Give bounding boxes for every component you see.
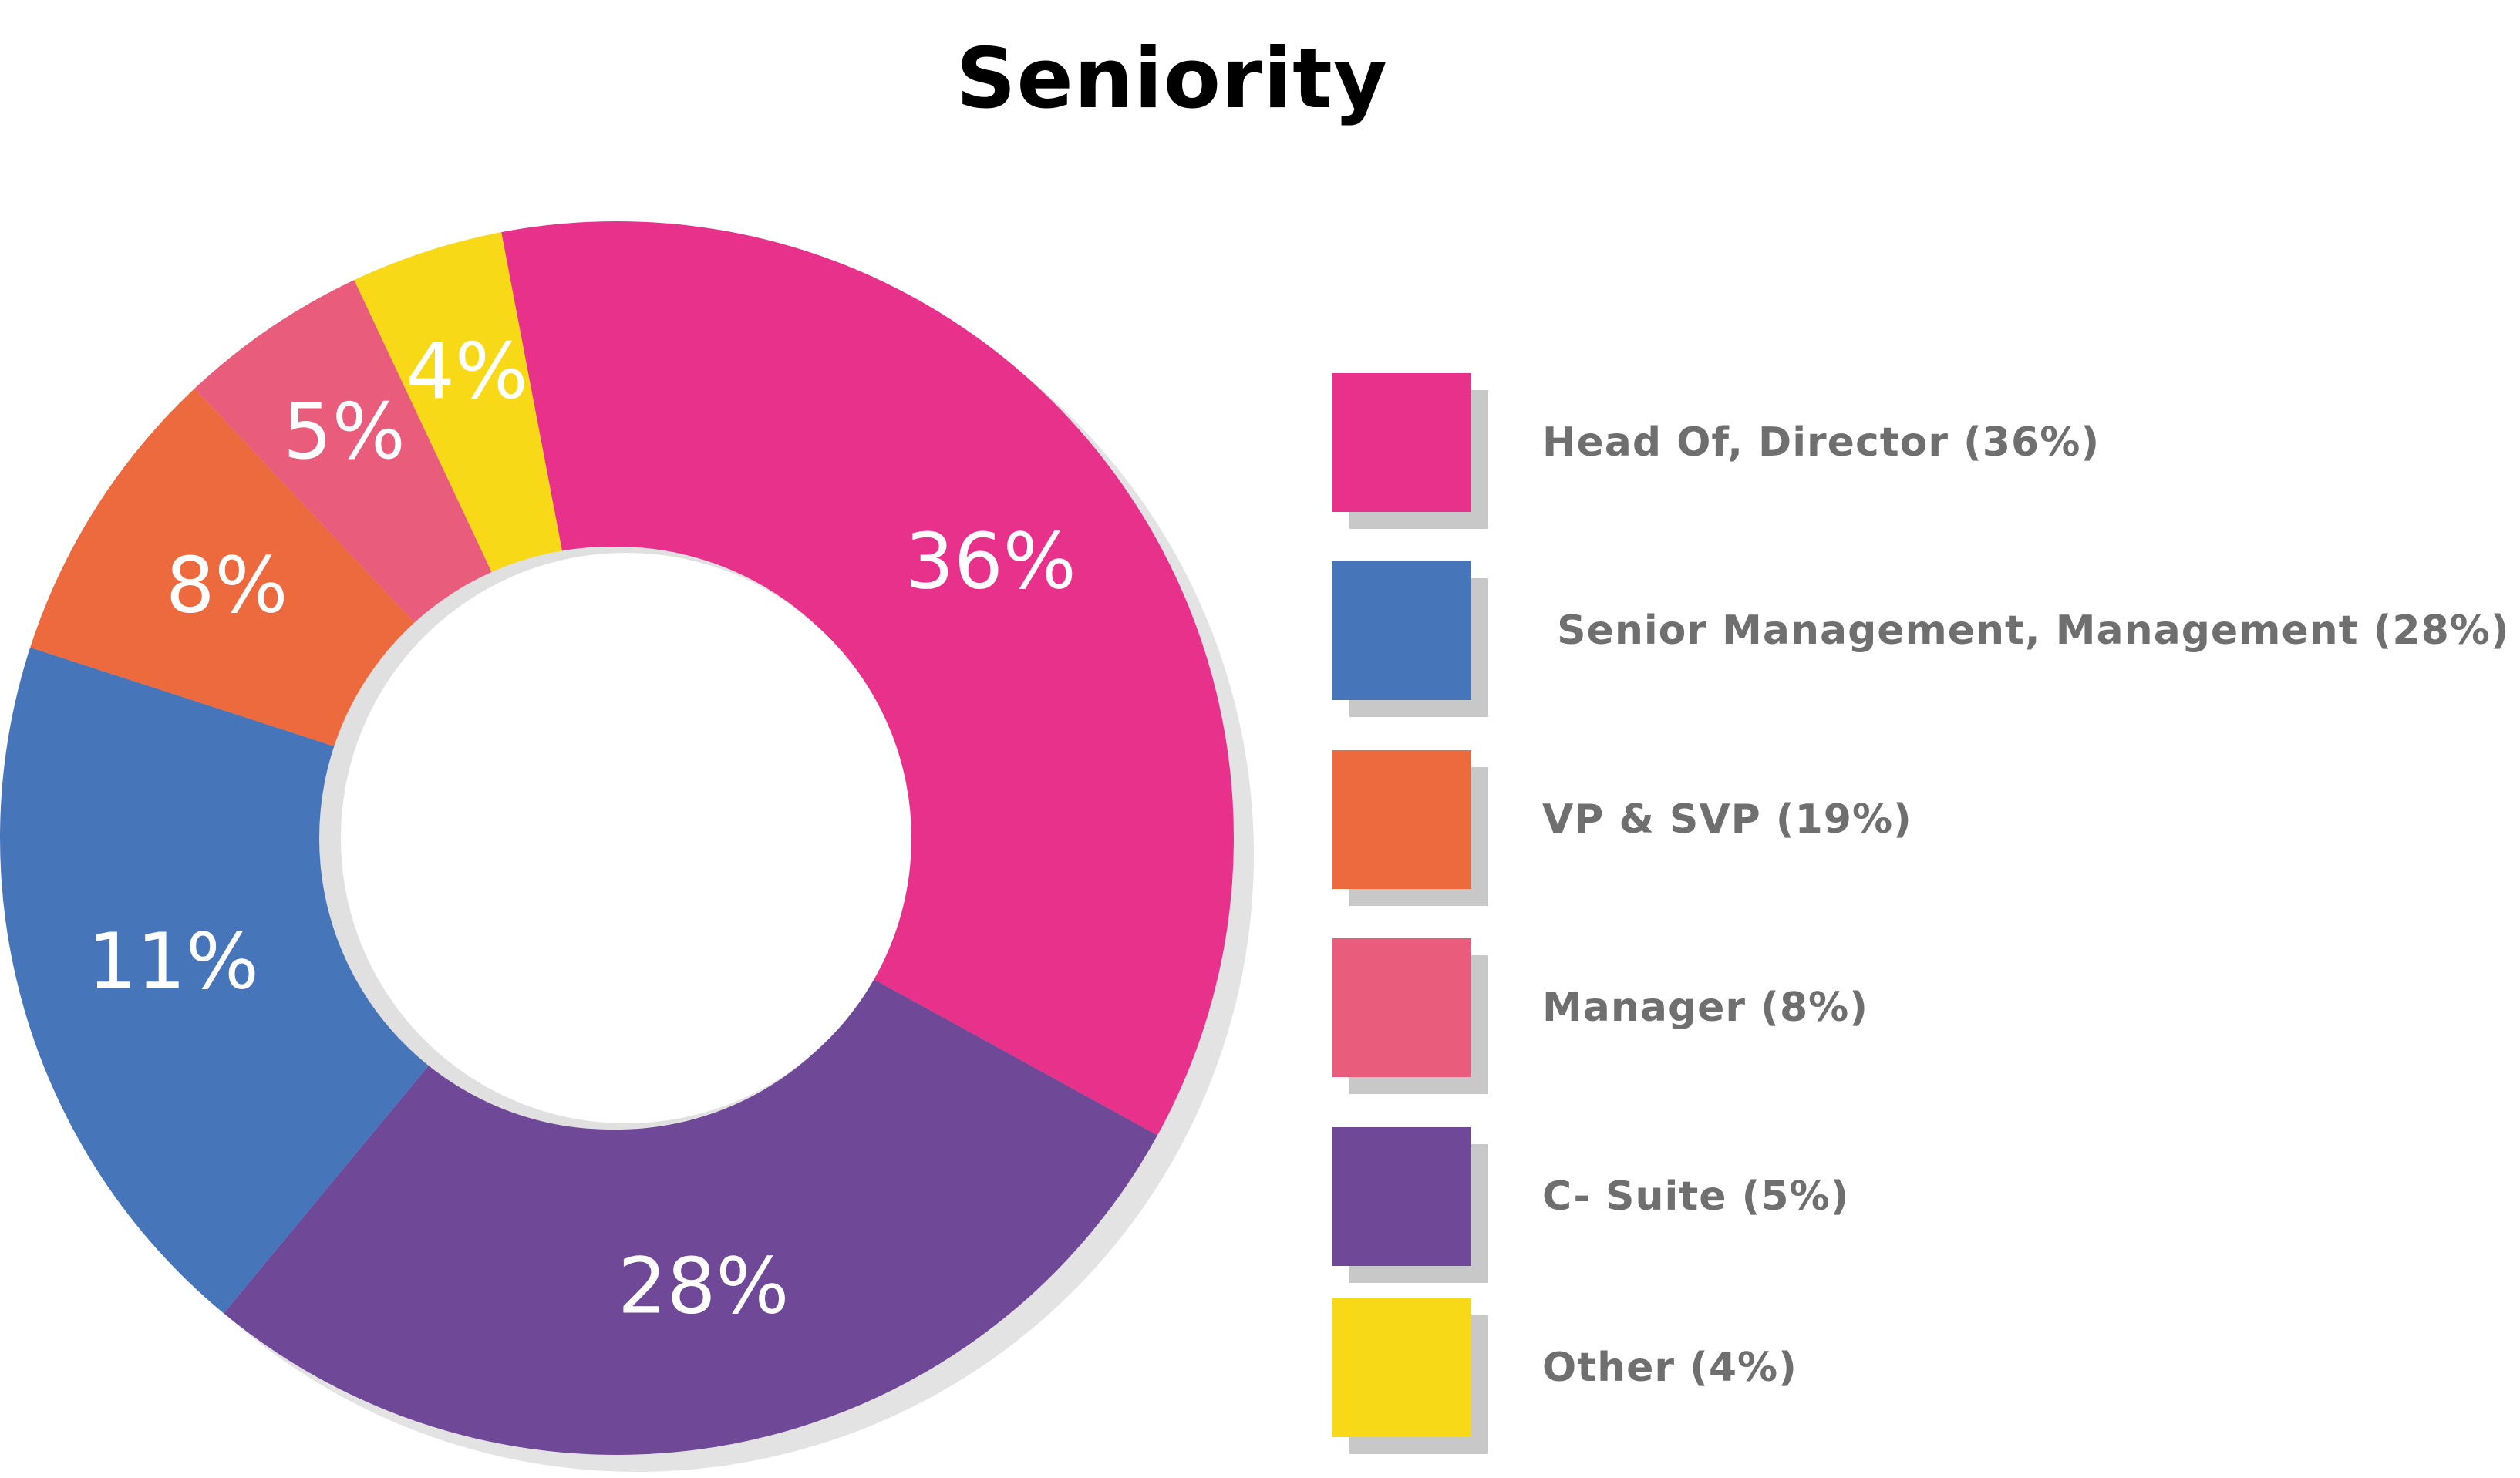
- legend-label: Manager (8%): [1542, 985, 1868, 1031]
- legend-swatch: [1332, 373, 1471, 512]
- legend-swatch: [1332, 938, 1471, 1077]
- pie-slice-1: [501, 221, 1234, 1136]
- pie-slice-5: [194, 280, 494, 626]
- slice-label-4: 8%: [166, 540, 288, 630]
- legend-label: Head Of, Director (36%): [1542, 419, 2101, 466]
- pie-slice-6: [354, 232, 563, 574]
- pie-slice-4: [30, 388, 418, 749]
- legend-item: Manager (8%): [1332, 938, 2520, 1077]
- slice-label-1: 36%: [905, 516, 1076, 606]
- slice-label-2: 28%: [618, 1241, 789, 1332]
- legend-swatch: [1332, 561, 1471, 700]
- legend-swatch: [1332, 750, 1471, 889]
- legend-label: C- Suite (5%): [1542, 1173, 1850, 1220]
- donut-hole: [341, 553, 911, 1123]
- legend-item: Head Of, Director (36%): [1332, 373, 2520, 512]
- legend-label: Senior Management, Management (28%): [1542, 608, 2510, 654]
- slice-label-3: 11%: [88, 916, 259, 1006]
- legend-item: VP & SVP (19%): [1332, 750, 2520, 889]
- legend-item: Other (4%): [1332, 1298, 2520, 1437]
- pie-slice-2: [224, 978, 1158, 1455]
- legend-swatch: [1332, 1298, 1471, 1437]
- slice-label-5: 5%: [283, 386, 406, 476]
- slice-label-6: 4%: [406, 326, 528, 416]
- legend-label: VP & SVP (19%): [1542, 796, 1912, 843]
- legend-item: Senior Management, Management (28%): [1332, 561, 2520, 700]
- chart-title: Seniority: [955, 31, 1389, 127]
- chart-legend: Head Of, Director (36%) Senior Managemen…: [1332, 0, 2520, 1478]
- legend-swatch: [1332, 1127, 1471, 1266]
- legend-item: C- Suite (5%): [1332, 1127, 2520, 1266]
- donut-chart: 36% 28% 11% 8% 5%4%: [0, 221, 1254, 1472]
- legend-label: Other (4%): [1542, 1345, 1797, 1391]
